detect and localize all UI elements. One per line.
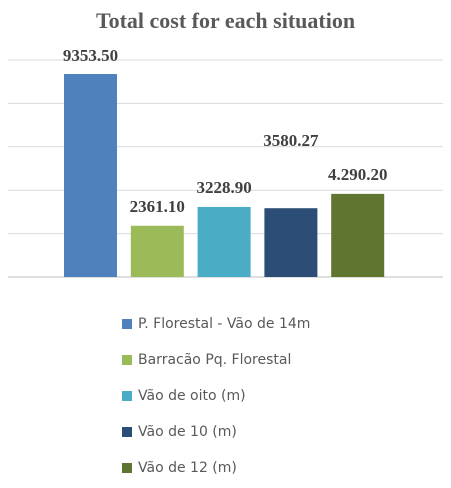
legend-item-4: Vão de 10 (m): [122, 414, 442, 450]
chart-legend: P. Florestal - Vão de 14m Barracão Pq. Fl…: [122, 306, 442, 486]
legend-item-2: Barracão Pq. Florestal: [122, 342, 442, 378]
legend-item-5: Vão de 12 (m): [122, 450, 442, 486]
legend-label: Barracão Pq. Florestal: [138, 352, 292, 368]
bar-chart-plot: 9353.50 2361.10 3228.90 3580.27 4.290.20: [8, 46, 443, 278]
data-label-1: 9353.50: [63, 46, 118, 65]
legend-label: Vão de 12 (m): [138, 460, 237, 476]
bar-4: [264, 208, 318, 277]
bar-2: [130, 225, 184, 277]
bar-3: [197, 206, 251, 277]
data-label-3: 3228.90: [196, 178, 251, 197]
legend-label: Vão de 10 (m): [138, 424, 237, 440]
data-label-2: 2361.10: [130, 197, 185, 216]
bar-1: [64, 74, 117, 277]
chart-title: Total cost for each situation: [95, 8, 356, 33]
legend-swatch: [122, 391, 132, 401]
legend-swatch: [122, 355, 132, 365]
legend-swatch: [122, 427, 132, 437]
bar-5: [331, 193, 385, 277]
legend-label: Vão de oito (m): [138, 388, 246, 404]
legend-swatch: [122, 463, 132, 473]
legend-item-3: Vão de oito (m): [122, 378, 442, 414]
legend-item-1: P. Florestal - Vão de 14m: [122, 306, 442, 342]
data-label-4: 3580.27: [263, 131, 319, 150]
legend-label: P. Florestal - Vão de 14m: [138, 316, 311, 332]
legend-swatch: [122, 319, 132, 329]
data-label-5: 4.290.20: [328, 165, 388, 184]
